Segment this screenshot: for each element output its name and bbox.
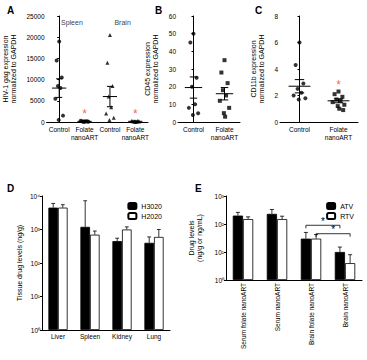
svg-text:50: 50 <box>169 30 177 37</box>
svg-text:C: C <box>255 5 262 16</box>
svg-text:RTV: RTV <box>340 213 354 220</box>
svg-text:Folate: Folate <box>126 126 144 133</box>
svg-text:(ng/g or ng/mL): (ng/g or ng/mL) <box>196 214 204 262</box>
svg-text:nanoART: nanoART <box>211 134 238 141</box>
svg-text:30: 30 <box>169 66 177 73</box>
svg-text:0: 0 <box>172 119 176 126</box>
svg-text:Drug levels: Drug levels <box>188 220 196 256</box>
svg-text:10⁰: 10⁰ <box>215 277 225 284</box>
svg-text:10⁴: 10⁴ <box>30 193 40 200</box>
svg-text:20: 20 <box>169 83 177 90</box>
svg-text:10000: 10000 <box>26 76 44 83</box>
svg-text:*: * <box>336 78 341 92</box>
svg-text:10⁰: 10⁰ <box>31 327 41 334</box>
svg-text:Folate: Folate <box>76 126 94 133</box>
svg-text:10²: 10² <box>215 221 225 228</box>
svg-text:A: A <box>7 5 14 16</box>
svg-text:normalized to GAPDH: normalized to GAPDH <box>10 35 17 104</box>
svg-text:CD45 expression: CD45 expression <box>144 42 152 96</box>
svg-text:*: * <box>321 216 325 227</box>
svg-text:0: 0 <box>274 119 278 126</box>
svg-text:Brain folate nanoART: Brain folate nanoART <box>308 283 315 345</box>
svg-text:CD11b expression: CD11b expression <box>250 40 258 97</box>
svg-text:*: * <box>82 107 87 121</box>
svg-text:Spleen: Spleen <box>61 19 83 27</box>
svg-text:Brain nanoART: Brain nanoART <box>342 283 349 327</box>
svg-text:2: 2 <box>274 92 278 99</box>
svg-text:B: B <box>155 5 162 16</box>
svg-text:Serum folate nanoART: Serum folate nanoART <box>240 283 247 349</box>
svg-text:Brain: Brain <box>114 19 130 26</box>
svg-text:4: 4 <box>274 66 278 73</box>
svg-text:Tissue drug levels (ng/g): Tissue drug levels (ng/g) <box>16 225 24 301</box>
svg-text:*: * <box>331 224 335 235</box>
svg-text:H2020: H2020 <box>141 213 162 220</box>
svg-text:10¹: 10¹ <box>215 249 225 256</box>
svg-text:10²: 10² <box>31 260 41 267</box>
svg-text:Serum nanoART: Serum nanoART <box>274 283 281 331</box>
svg-text:HIV-1 gag expression: HIV-1 gag expression <box>2 35 10 102</box>
svg-text:Control: Control <box>49 126 71 133</box>
svg-text:Liver: Liver <box>51 333 66 340</box>
svg-text:Spleen: Spleen <box>80 333 101 341</box>
svg-text:10: 10 <box>169 101 177 108</box>
svg-text:D: D <box>7 183 14 194</box>
svg-text:ATV: ATV <box>340 203 353 210</box>
svg-text:Kidney: Kidney <box>112 333 133 341</box>
svg-text:40: 40 <box>169 48 177 55</box>
svg-text:6: 6 <box>274 39 278 46</box>
svg-text:Control: Control <box>289 126 311 133</box>
svg-text:Lung: Lung <box>147 333 162 341</box>
svg-text:Control: Control <box>183 126 205 133</box>
svg-text:normalized to GAPDH: normalized to GAPDH <box>258 35 265 104</box>
svg-text:nanoART: nanoART <box>325 134 352 141</box>
svg-text:0: 0 <box>41 119 45 126</box>
svg-text:20000: 20000 <box>26 34 44 41</box>
svg-text:5000: 5000 <box>30 97 45 104</box>
svg-text:E: E <box>195 183 202 194</box>
svg-text:15000: 15000 <box>26 55 44 62</box>
svg-text:H3020: H3020 <box>141 203 162 210</box>
svg-text:nanoART: nanoART <box>122 134 149 141</box>
svg-text:10¹: 10¹ <box>31 293 41 300</box>
svg-text:*: * <box>133 107 138 121</box>
svg-text:Control: Control <box>99 126 121 133</box>
svg-text:normalized to GAPDH: normalized to GAPDH <box>152 35 159 104</box>
svg-text:nanoART: nanoART <box>71 134 98 141</box>
svg-text:Folate: Folate <box>329 126 347 133</box>
svg-text:8: 8 <box>274 13 278 20</box>
svg-text:10³: 10³ <box>215 193 225 200</box>
svg-text:25000: 25000 <box>26 13 44 20</box>
svg-text:Folate: Folate <box>215 126 233 133</box>
svg-text:60: 60 <box>169 13 177 20</box>
svg-text:10³: 10³ <box>31 226 41 233</box>
